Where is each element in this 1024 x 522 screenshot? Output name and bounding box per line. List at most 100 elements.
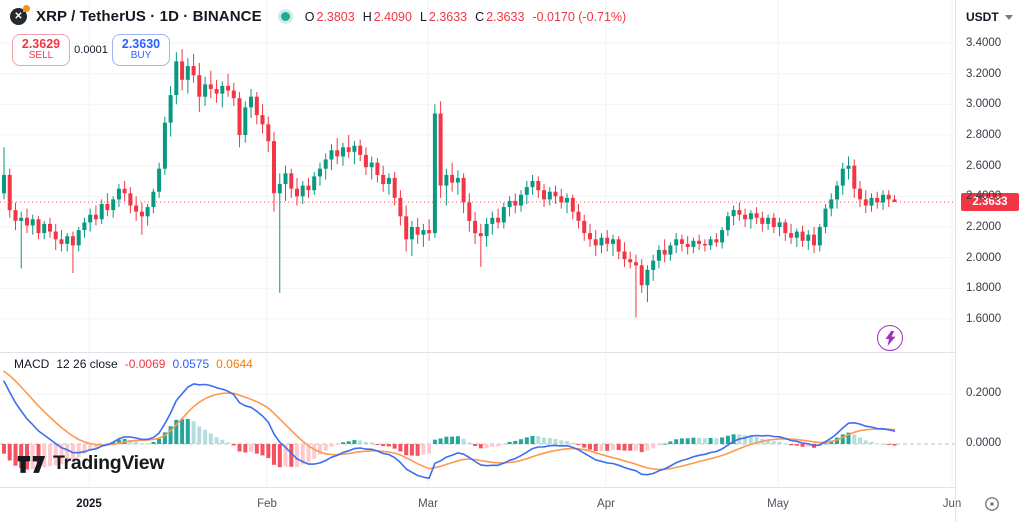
macd-indicator-pane[interactable] [0, 352, 955, 487]
macd-histogram-bar [318, 444, 322, 455]
tradingview-logo-icon [17, 455, 46, 473]
candle [731, 210, 736, 217]
macd-histogram-bar [725, 435, 730, 444]
price-tick-label: 2.8000 [966, 129, 1002, 141]
ohlc-high-label: H [362, 9, 372, 24]
macd-histogram-bar [720, 437, 725, 444]
candle [886, 194, 891, 200]
candle [737, 210, 742, 215]
macd-histogram-bar [174, 419, 179, 444]
price-axis[interactable]: USDT 2.3633 3.4000 3.2000 3.0000 2.8000 2.60… [955, 0, 1024, 522]
candle [358, 145, 363, 155]
macd-histogram-bar [404, 444, 409, 456]
candle [174, 61, 179, 96]
macd-histogram-bar [553, 438, 558, 444]
candle [501, 207, 506, 223]
candle [748, 213, 753, 220]
sell-button[interactable]: 2.3629 SELL [12, 34, 70, 66]
macd-histogram-bar [771, 441, 776, 444]
macd-histogram-bar [570, 442, 575, 444]
candle [656, 250, 661, 261]
candle [197, 75, 202, 97]
candle [812, 234, 816, 246]
macd-histogram-bar [674, 439, 679, 444]
quick-trade-button[interactable] [877, 325, 903, 351]
change-value: -0.0170 (-0.71%) [532, 9, 627, 24]
candle [817, 227, 822, 246]
macd-histogram-bar [634, 444, 638, 451]
macd-histogram-bar [214, 437, 219, 444]
macd-histogram-bar [656, 444, 661, 446]
macd-header[interactable]: MACD 12 26 close -0.0069 0.0575 0.0644 [14, 357, 253, 371]
macd-histogram-bar [53, 444, 58, 466]
candle [599, 237, 604, 246]
candle [616, 239, 621, 252]
candle [691, 240, 696, 247]
tradingview-watermark[interactable]: TradingView [16, 452, 165, 475]
macd-histogram-bar [157, 438, 162, 444]
candle [203, 84, 208, 97]
candle [829, 199, 834, 209]
macd-histogram-bar [300, 444, 305, 465]
candle [180, 61, 185, 80]
candle [645, 269, 650, 286]
macd-histogram-bar [128, 440, 133, 444]
macd-histogram-bar [134, 441, 139, 444]
candle [519, 194, 523, 206]
candle [105, 204, 110, 211]
macd-tick-label: 0.0000 [966, 437, 1002, 449]
macd-histogram-bar [266, 444, 271, 459]
candle [794, 231, 799, 238]
candle [260, 115, 265, 125]
candle [438, 113, 443, 186]
macd-histogram-bar [490, 444, 495, 447]
macd-histogram-bar [329, 444, 334, 447]
macd-histogram-bar [513, 440, 518, 444]
candle [93, 214, 98, 220]
macd-histogram-bar [858, 437, 862, 444]
macd-histogram-bar [432, 439, 437, 444]
candle [318, 168, 322, 177]
candle [19, 217, 24, 221]
symbol-title[interactable]: XRP / TetherUS · 1D · BINANCE [36, 8, 262, 25]
macd-histogram-bar [668, 441, 673, 444]
candle [145, 207, 150, 217]
macd-histogram-bar [766, 439, 771, 444]
candle [266, 124, 271, 142]
macd-histogram-bar [823, 443, 828, 445]
currency-dropdown[interactable]: USDT [966, 10, 1013, 24]
macd-hist-value: -0.0069 [124, 357, 166, 371]
macd-histogram-bar [381, 444, 386, 447]
macd-histogram-bar [260, 444, 265, 456]
macd-histogram-bar [421, 444, 426, 455]
macd-histogram-bar [593, 444, 598, 452]
ohlc-high-value: 2.4090 [373, 9, 412, 24]
price-chart-pane[interactable] [0, 0, 955, 352]
macd-histogram-bar [88, 444, 93, 451]
candle [789, 233, 794, 238]
chart-header: ✕ XRP / TetherUS · 1D · BINANCE O 2.3803 … [10, 5, 627, 25]
macd-histogram-bar [530, 435, 535, 444]
candle [335, 150, 340, 157]
macd-histogram-bar [881, 443, 885, 445]
candle [553, 191, 558, 197]
candle [346, 147, 351, 152]
macd-histogram-bar [139, 443, 144, 445]
price-tick-label: 2.4000 [966, 190, 1002, 202]
macd-histogram-bar [559, 440, 564, 444]
buy-button[interactable]: 2.3630 BUY [112, 34, 170, 66]
candle [444, 174, 449, 186]
order-panel: 2.3629 SELL 0.0001 2.3630 BUY [12, 34, 170, 66]
time-axis[interactable]: 2025 Feb Mar Apr May Jun [0, 487, 961, 522]
macd-histogram-bar [467, 442, 472, 444]
macd-histogram-bar [59, 444, 64, 465]
macd-histogram-bar [185, 418, 190, 444]
macd-histogram-bar [892, 444, 897, 446]
candle [237, 98, 242, 135]
candle [450, 174, 455, 183]
macd-histogram-bar [203, 429, 208, 444]
candle [754, 213, 759, 218]
macd-histogram-bar [7, 444, 12, 461]
macd-chart [0, 353, 955, 487]
axis-settings-button[interactable] [983, 495, 1001, 513]
